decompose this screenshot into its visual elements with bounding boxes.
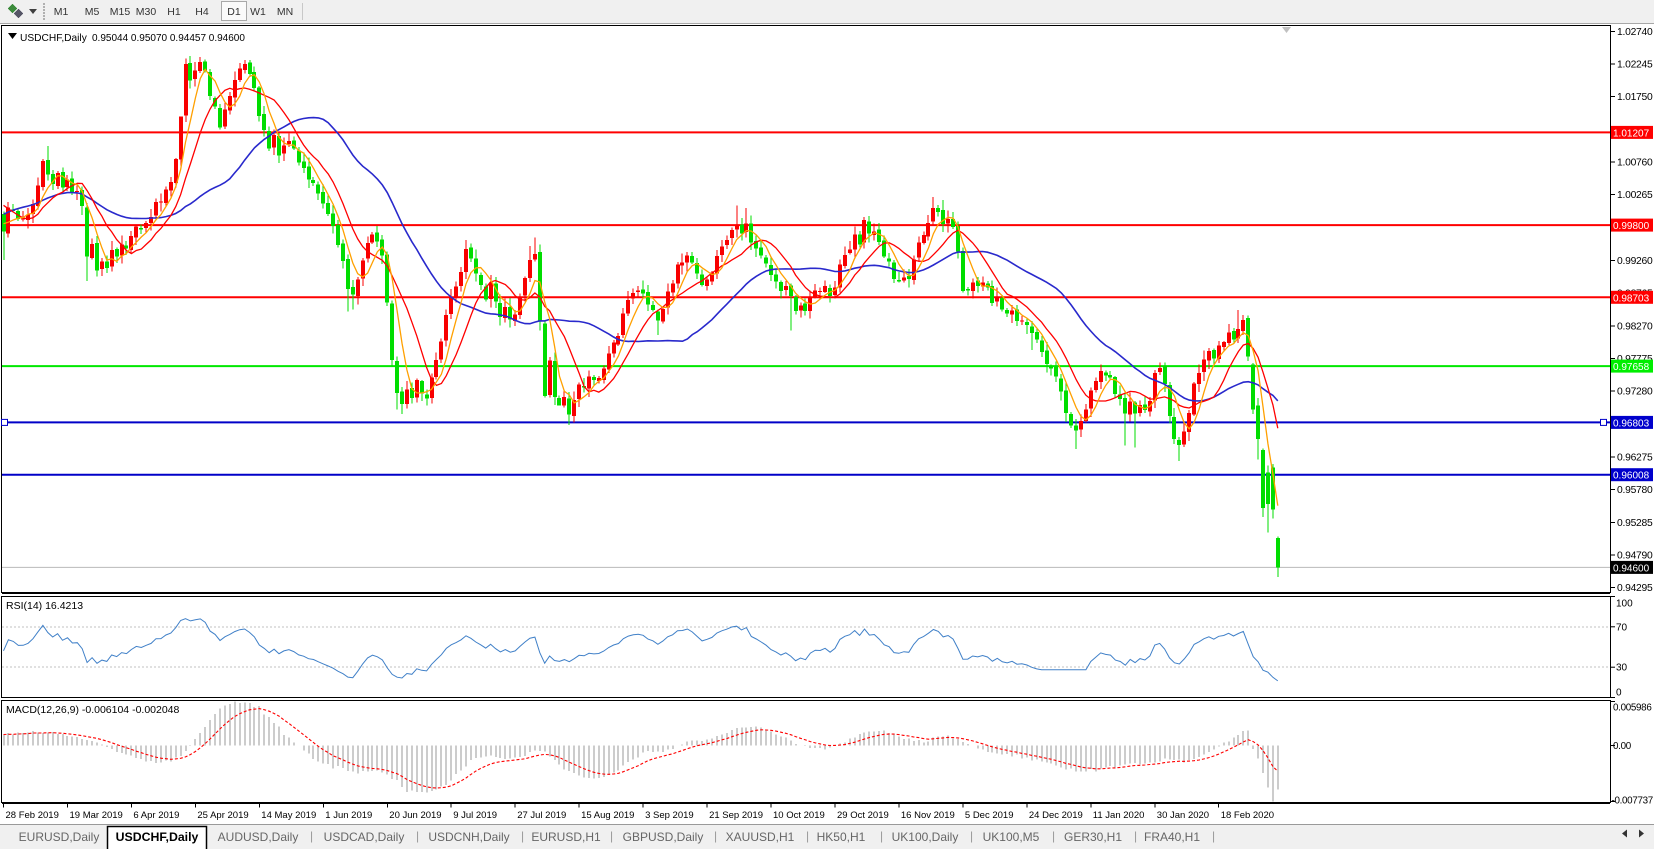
svg-text:0.95044 0.95070 0.94457 0.9460: 0.95044 0.95070 0.94457 0.94600 xyxy=(92,33,245,44)
svg-text:|: | xyxy=(1212,829,1215,843)
svg-text:0.97658: 0.97658 xyxy=(1613,362,1650,373)
svg-text:25 Apr 2019: 25 Apr 2019 xyxy=(197,810,248,821)
svg-text:GER30,H1: GER30,H1 xyxy=(1064,830,1122,844)
svg-text:1.00760: 1.00760 xyxy=(1617,157,1653,168)
svg-text:UK100,M5: UK100,M5 xyxy=(983,830,1040,844)
svg-text:0.94790: 0.94790 xyxy=(1617,550,1653,561)
svg-text:|: | xyxy=(970,829,973,843)
svg-text:H1: H1 xyxy=(167,6,181,18)
svg-text:70: 70 xyxy=(1616,622,1628,633)
svg-text:|: | xyxy=(1052,829,1055,843)
svg-text:30 Jan 2020: 30 Jan 2020 xyxy=(1157,810,1209,821)
svg-text:EURUSD,H1: EURUSD,H1 xyxy=(531,830,601,844)
svg-text:MN: MN xyxy=(277,6,293,18)
svg-text:0.97280: 0.97280 xyxy=(1617,387,1653,398)
svg-text:|: | xyxy=(610,829,613,843)
svg-text:D1: D1 xyxy=(227,6,241,18)
svg-text:0.005986: 0.005986 xyxy=(1613,703,1652,714)
svg-text:14 May 2019: 14 May 2019 xyxy=(261,810,316,821)
svg-text:AUDUSD,Daily: AUDUSD,Daily xyxy=(218,830,299,844)
svg-text:18 Feb 2020: 18 Feb 2020 xyxy=(1221,810,1274,821)
svg-text:0.98703: 0.98703 xyxy=(1613,293,1650,304)
svg-text:15 Aug 2019: 15 Aug 2019 xyxy=(581,810,634,821)
svg-text:1 Jun 2019: 1 Jun 2019 xyxy=(325,810,372,821)
svg-text:5 Dec 2019: 5 Dec 2019 xyxy=(965,810,1014,821)
svg-text:USDCHF,Daily: USDCHF,Daily xyxy=(116,830,199,844)
svg-text:-0.007737: -0.007737 xyxy=(1612,796,1653,807)
svg-text:H4: H4 xyxy=(195,6,209,18)
svg-text:21 Sep 2019: 21 Sep 2019 xyxy=(709,810,763,821)
svg-text:RSI(14) 16.4213: RSI(14) 16.4213 xyxy=(6,600,83,612)
svg-text:16 Nov 2019: 16 Nov 2019 xyxy=(901,810,955,821)
svg-text:1.01207: 1.01207 xyxy=(1613,128,1650,139)
svg-text:|: | xyxy=(416,829,419,843)
svg-text:0.96275: 0.96275 xyxy=(1617,453,1653,464)
svg-text:M30: M30 xyxy=(136,6,157,18)
svg-text:1.02740: 1.02740 xyxy=(1617,27,1653,38)
svg-text:100: 100 xyxy=(1616,599,1633,610)
svg-text:UK100,Daily: UK100,Daily xyxy=(892,830,959,844)
svg-text:0.94600: 0.94600 xyxy=(1613,563,1650,574)
svg-text:9 Jul 2019: 9 Jul 2019 xyxy=(453,810,497,821)
svg-text:24 Dec 2019: 24 Dec 2019 xyxy=(1029,810,1083,821)
svg-text:0.00: 0.00 xyxy=(1613,741,1632,752)
svg-text:M5: M5 xyxy=(85,6,100,18)
svg-text:|: | xyxy=(806,829,809,843)
svg-text:EURUSD,Daily: EURUSD,Daily xyxy=(19,830,100,844)
svg-text:|: | xyxy=(310,829,313,843)
svg-text:FRA40,H1: FRA40,H1 xyxy=(1144,830,1200,844)
svg-text:3 Sep 2019: 3 Sep 2019 xyxy=(645,810,694,821)
svg-text:6 Apr 2019: 6 Apr 2019 xyxy=(133,810,179,821)
svg-text:29 Oct 2019: 29 Oct 2019 xyxy=(837,810,889,821)
svg-text:0: 0 xyxy=(1616,688,1622,699)
svg-text:|: | xyxy=(1134,829,1137,843)
svg-text:11 Jan 2020: 11 Jan 2020 xyxy=(1093,810,1145,821)
svg-text:19 Mar 2019: 19 Mar 2019 xyxy=(70,810,123,821)
svg-text:USDCNH,Daily: USDCNH,Daily xyxy=(428,830,509,844)
svg-text:XAUUSD,H1: XAUUSD,H1 xyxy=(726,830,795,844)
svg-text:0.96008: 0.96008 xyxy=(1613,471,1650,482)
svg-text:GBPUSD,Daily: GBPUSD,Daily xyxy=(623,830,704,844)
svg-text:|: | xyxy=(521,829,524,843)
svg-text:0.95780: 0.95780 xyxy=(1617,485,1653,496)
svg-text:0.96803: 0.96803 xyxy=(1613,418,1650,429)
svg-text:HK50,H1: HK50,H1 xyxy=(817,830,866,844)
svg-text:USDCAD,Daily: USDCAD,Daily xyxy=(324,830,405,844)
svg-text:M1: M1 xyxy=(54,6,69,18)
svg-text:|: | xyxy=(880,829,883,843)
svg-text:20 Jun 2019: 20 Jun 2019 xyxy=(389,810,441,821)
svg-text:MACD(12,26,9) -0.006104 -0.002: MACD(12,26,9) -0.006104 -0.002048 xyxy=(6,704,180,716)
svg-text:0.99260: 0.99260 xyxy=(1617,256,1653,267)
svg-text:|: | xyxy=(714,829,717,843)
svg-text:1.02245: 1.02245 xyxy=(1617,60,1653,71)
svg-text:1.01750: 1.01750 xyxy=(1617,92,1653,103)
svg-text:USDCHF,Daily: USDCHF,Daily xyxy=(20,33,88,44)
svg-text:0.94295: 0.94295 xyxy=(1617,583,1653,594)
svg-text:30: 30 xyxy=(1616,663,1628,674)
svg-text:M15: M15 xyxy=(110,6,131,18)
svg-text:27 Jul 2019: 27 Jul 2019 xyxy=(517,810,566,821)
svg-text:W1: W1 xyxy=(250,6,266,18)
svg-text:1.00265: 1.00265 xyxy=(1617,190,1653,201)
svg-text:0.95285: 0.95285 xyxy=(1617,518,1653,529)
svg-text:0.98270: 0.98270 xyxy=(1617,321,1653,332)
svg-text:0.97775: 0.97775 xyxy=(1617,354,1653,365)
svg-text:28 Feb 2019: 28 Feb 2019 xyxy=(6,810,59,821)
svg-text:0.99800: 0.99800 xyxy=(1613,221,1650,232)
svg-text:10 Oct 2019: 10 Oct 2019 xyxy=(773,810,825,821)
